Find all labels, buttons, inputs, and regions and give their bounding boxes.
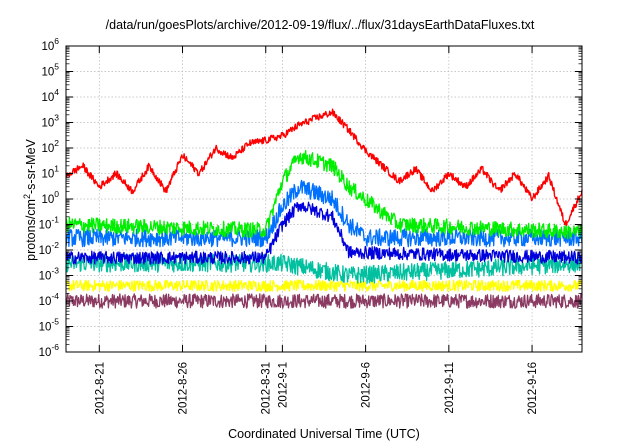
series-line (65, 279, 583, 292)
y-tick-label: 100 (41, 189, 59, 206)
y-tick-label: 104 (41, 87, 59, 104)
series-group (65, 108, 583, 309)
series-line (65, 201, 583, 265)
y-tick-label: 10-5 (39, 317, 60, 334)
x-tick-label: 2012-9-11 (444, 362, 456, 414)
x-axis-label: Coordinated Universal Time (UTC) (228, 427, 420, 441)
chart-title: /data/run/goesPlots/archive/2012-09-19/f… (105, 18, 535, 32)
series-line (65, 149, 583, 240)
x-tick-label: 2012-9-16 (527, 362, 539, 414)
y-tick-label: 101 (41, 164, 59, 181)
y-tick-label: 102 (41, 138, 59, 155)
y-tick-label: 103 (41, 113, 59, 130)
y-tick-label: 10-4 (39, 291, 60, 308)
y-tick-label: 106 (41, 36, 59, 53)
y-tick-label: 10-3 (39, 266, 60, 283)
x-tick-label: 2012-9-1 (277, 362, 289, 408)
y-axis-label: protons/cm2-s-sr-MeV (21, 139, 39, 261)
series-line (65, 179, 583, 248)
axes: 10-6 10-5 10-4 10-3 10-2 10-1 100 101 102 103 104 1… (39, 36, 583, 414)
x-tick-label: 2012-8-31 (261, 362, 273, 414)
y-tick-label: 10-2 (39, 240, 60, 257)
y-tick-label: 105 (41, 62, 59, 79)
series-line (65, 293, 583, 309)
x-tick-label: 2012-8-26 (178, 362, 190, 414)
series-line (65, 108, 583, 226)
x-tick-label: 2012-9-6 (361, 362, 373, 408)
y-tick-label: 10-6 (39, 342, 60, 359)
plot-frame (65, 45, 583, 353)
series-line (65, 253, 583, 285)
y-tick-label: 10-1 (39, 215, 60, 232)
x-tick-label: 2012-8-21 (94, 362, 106, 414)
